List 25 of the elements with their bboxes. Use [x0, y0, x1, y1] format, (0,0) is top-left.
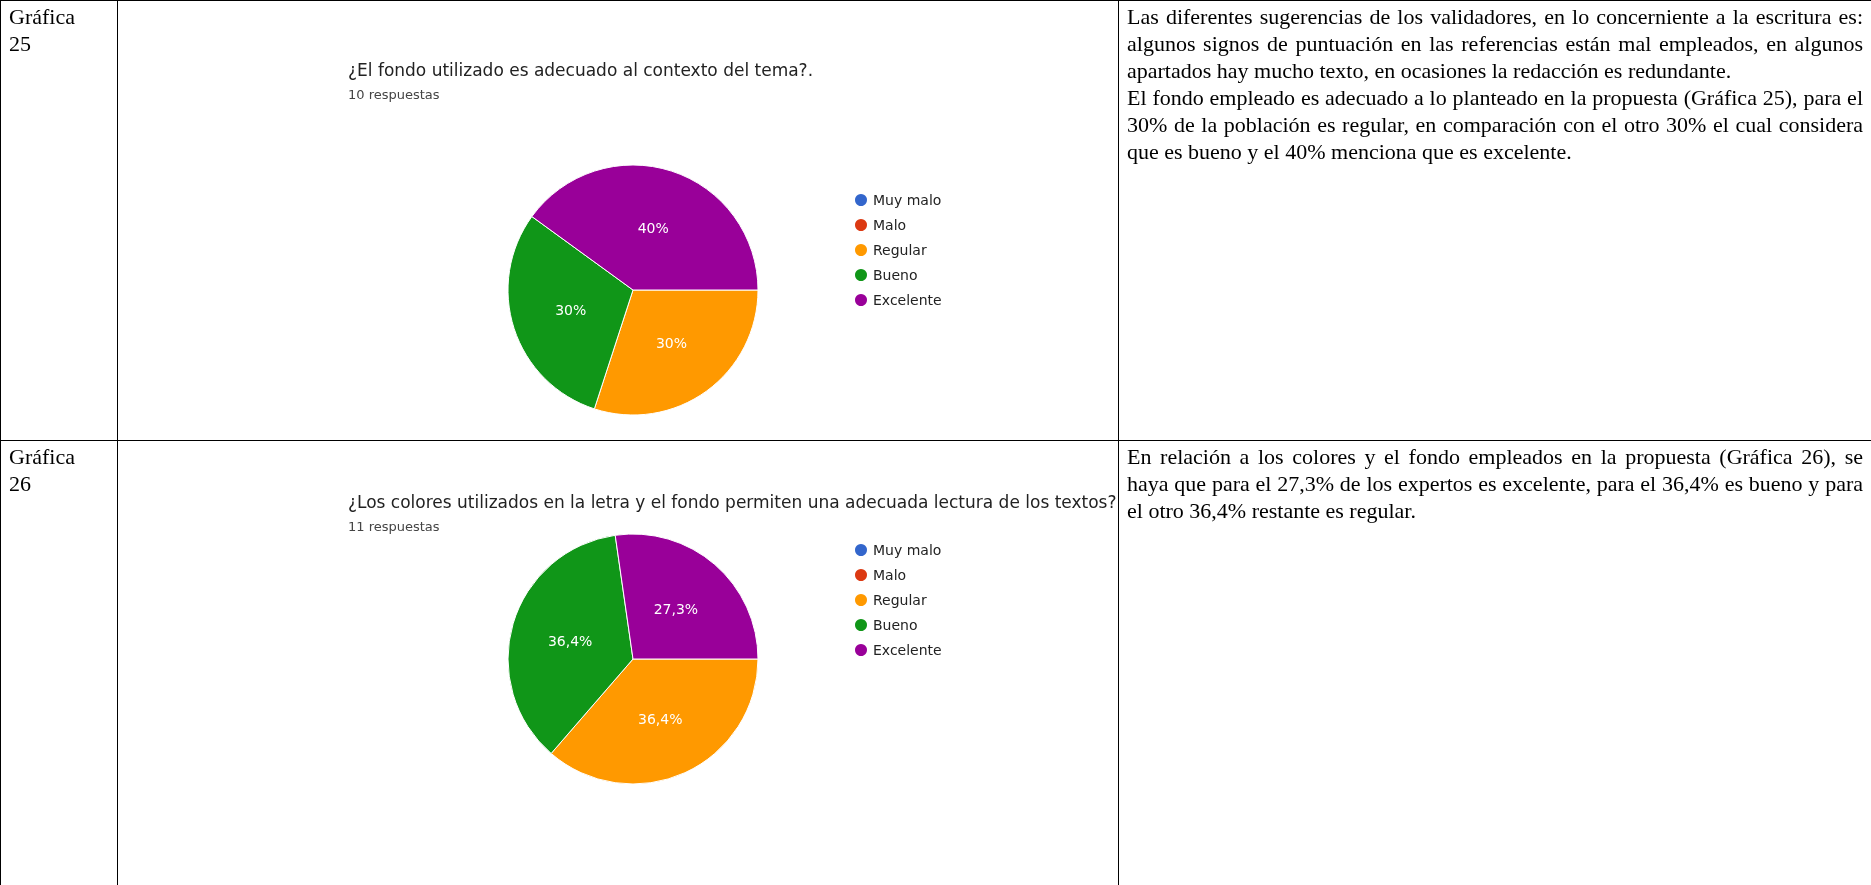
legend-label: Malo [873, 217, 907, 233]
legend-label: Regular [873, 592, 927, 608]
data-label: 36,4% [547, 632, 593, 649]
legend-label: Malo [873, 567, 907, 583]
legend-label: Regular [873, 242, 927, 258]
legend-label: Excelente [873, 292, 942, 308]
text: Gráfica 25 [9, 3, 76, 57]
text: 10 respuestas [348, 87, 440, 102]
text: El fondo empleado es adecuado a lo planteado en la propuesta (Gráfica 25), para el 30% de la población es regular, en comparación con el otro 30% el cual considera que es bueno y el 40% menciona que es excelente. [1127, 84, 1863, 165]
data-label: 30% [555, 302, 587, 319]
chart-title: ¿Los colores utilizados en la letra y el fondo permiten una adecuada lectura de los textos?. [348, 491, 1122, 512]
chart-title: ¿El fondo utilizado es adecuado al contexto del tema?. [348, 59, 814, 80]
legend-label: Muy malo [873, 192, 942, 208]
text: Gráfica 26 [9, 443, 76, 497]
legend-label: Bueno [873, 617, 918, 633]
data-label: 30% [655, 334, 688, 351]
legend-label: Muy malo [873, 542, 942, 558]
text: 11 respuestas [348, 519, 440, 534]
legend-label: Bueno [873, 267, 918, 283]
data-label: 27,3% [653, 601, 699, 618]
text: Las diferentes sugerencias de los validadores, en lo concerniente a la escritura es: algunos signos de puntuación en las referencias están mal empleados, en algunos apartados hay mucho texto, en ocasiones la redacción es redundante. [1127, 3, 1863, 84]
legend-label: Excelente [873, 642, 942, 658]
data-label: 40% [637, 219, 669, 236]
data-label: 36,4% [637, 710, 683, 727]
text: En relación a los colores y el fondo empleados en la propuesta (Gráfica 26), se haya que para el 27,3% de los expertos es excelente, para el 36,4% es bueno y para el otro 36,4% restante es regular. [1127, 443, 1863, 524]
